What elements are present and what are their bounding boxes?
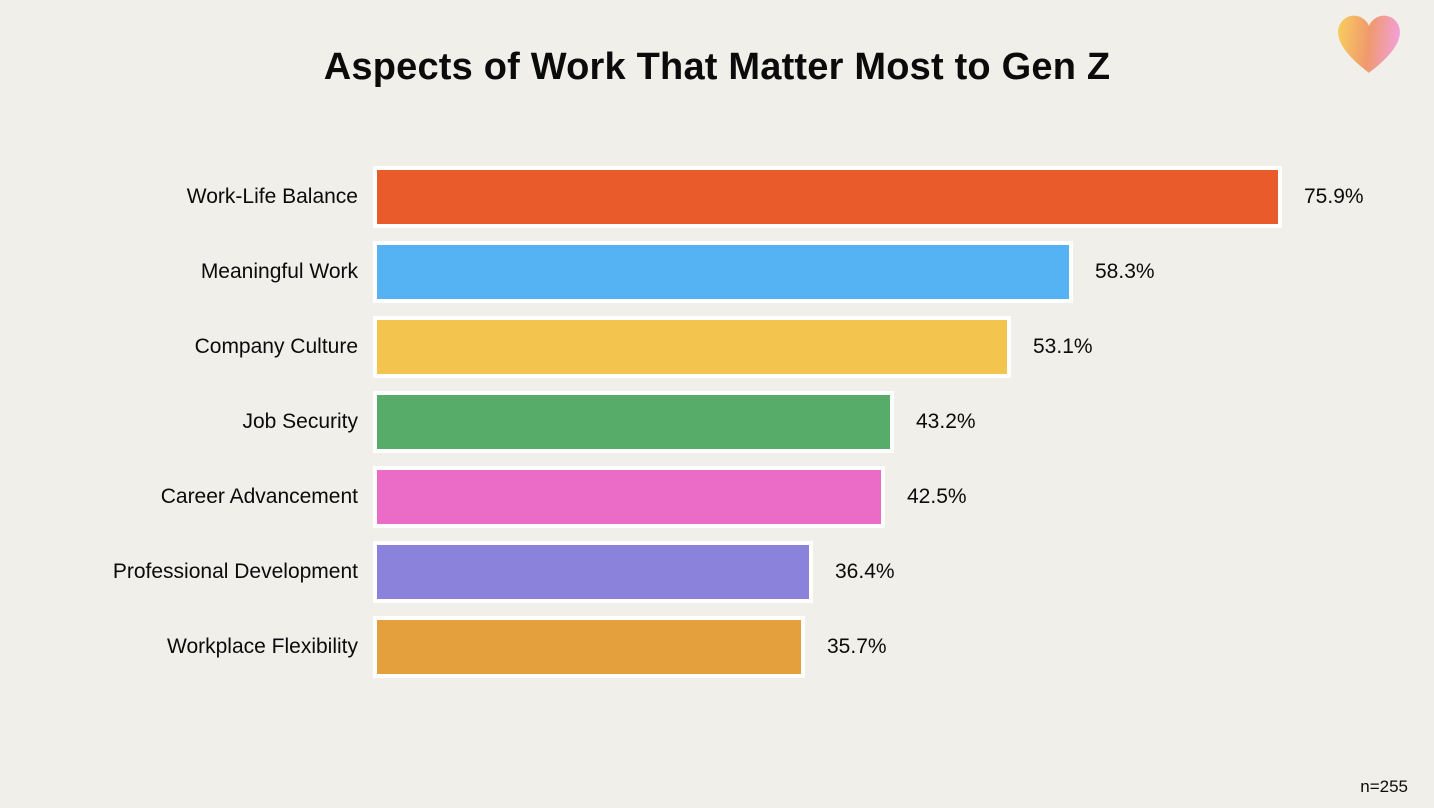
bar-row: Work-Life Balance 75.9% [0, 166, 1434, 228]
bar[interactable] [373, 616, 805, 678]
bar-category-label: Job Security [242, 410, 358, 433]
bar[interactable] [373, 241, 1073, 303]
bar[interactable] [373, 466, 885, 528]
bar[interactable] [373, 316, 1011, 378]
bar-category-label: Workplace Flexibility [167, 635, 358, 658]
bar-row: Company Culture 53.1% [0, 316, 1434, 378]
bar-category-label: Company Culture [194, 335, 358, 358]
bar-rows: Work-Life Balance 75.9% Meaningful Work … [0, 166, 1434, 691]
bar-value-label: 43.2% [916, 410, 976, 433]
bar-value-label: 53.1% [1033, 335, 1093, 358]
bar-value-label: 42.5% [907, 485, 967, 508]
bar-row: Career Advancement 42.5% [0, 466, 1434, 528]
bar-category-label: Career Advancement [160, 485, 358, 508]
bar-category-label: Work-Life Balance [186, 185, 358, 208]
bar-category-label: Meaningful Work [200, 260, 358, 283]
bar-row: Professional Development 36.4% [0, 541, 1434, 603]
bar[interactable] [373, 541, 813, 603]
bar[interactable] [373, 391, 894, 453]
sample-size-note: n=255 [1360, 777, 1408, 796]
bar-value-label: 35.7% [827, 635, 887, 658]
bar-value-label: 75.9% [1304, 185, 1364, 208]
bar[interactable] [373, 166, 1282, 228]
bar-category-label: Professional Development [112, 560, 358, 583]
chart-title: Aspects of Work That Matter Most to Gen … [323, 46, 1111, 88]
bar-row: Job Security 43.2% [0, 391, 1434, 453]
bar-value-label: 58.3% [1095, 260, 1155, 283]
bar-row: Meaningful Work 58.3% [0, 241, 1434, 303]
bar-row: Workplace Flexibility 35.7% [0, 616, 1434, 678]
heart-icon [1338, 15, 1400, 73]
bar-value-label: 36.4% [835, 560, 895, 583]
